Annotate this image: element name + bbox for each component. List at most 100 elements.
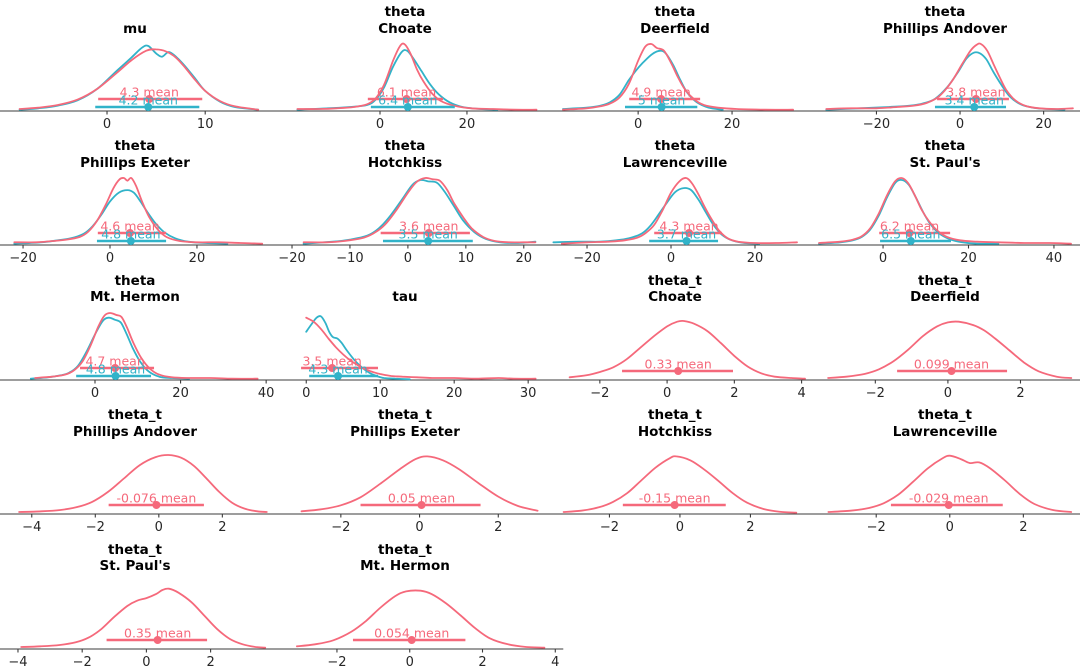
subplot-title-line: theta (114, 272, 156, 289)
pink-mean-label: -0.076 mean (117, 491, 197, 506)
density-plot-canvas: −2 0 2 0.05 mean (270, 455, 540, 535)
density-subplot: theta_t Choate −2 0 2 4 0.33 mean (540, 269, 810, 403)
pink-density-curve (818, 177, 1072, 245)
x-axis-tick-label: 0 (663, 386, 671, 401)
cyan-hpd-group: 4.3 mean (308, 361, 378, 380)
cyan-mean-point (682, 237, 691, 246)
subplot-title-line: Phillips Exeter (350, 423, 460, 440)
x-axis-tick-label: 2 (218, 520, 226, 535)
x-axis-tick-label: 10 (458, 251, 475, 266)
subplot-title-line: theta (384, 4, 426, 20)
pink-mean-point (153, 635, 162, 644)
pink-density-curve (13, 177, 264, 245)
pink-mean-label: 0.33 mean (645, 356, 712, 371)
x-axis-tick-label: 0 (91, 386, 99, 401)
density-plot-canvas: −4 −2 0 2 -0.076 mean (0, 454, 270, 535)
pink-hpd-group: -0.15 mean (622, 491, 726, 510)
subplot-title: theta_t Choate (540, 269, 810, 306)
cyan-mean-label: 6.5 mean (881, 227, 940, 242)
cyan-hpd-group: 5 mean (624, 93, 698, 111)
subplot-title-line: Mt. Hermon (90, 289, 180, 306)
subplot-title-line: theta (654, 4, 696, 20)
x-axis-tick-label: 30 (520, 386, 537, 401)
subplot-title-line: theta (384, 138, 426, 155)
pink-hpd-group: 6.1 mean (367, 85, 444, 103)
pink-mean-label: 3.6 mean (399, 219, 458, 234)
pink-mean-point (657, 95, 666, 103)
pink-mean-point (685, 229, 694, 238)
subplot-title-line: Deerfield (910, 289, 980, 306)
density-subplot: theta Hotchkiss −20 −10 0 10 20 3.6 mean 3.5 mea… (270, 134, 540, 268)
x-axis-tick-label: 2 (730, 386, 738, 401)
x-axis-tick-label: −2 (600, 520, 619, 535)
cyan-mean-label: 5 mean (638, 93, 685, 108)
pink-density-curve (825, 42, 1074, 110)
pink-density-curve (562, 455, 798, 514)
x-axis-tick-label: −2 (331, 520, 350, 535)
x-axis-tick-label: 0 (103, 117, 111, 132)
pink-hpd-group: 4.3 mean (98, 85, 203, 103)
pink-mean-point (971, 95, 980, 103)
pink-density-curve (296, 589, 546, 649)
cyan-density-curve (305, 314, 411, 380)
x-axis-tick-label: 0 (142, 655, 150, 670)
subplot-title: theta Phillips Exeter (0, 134, 270, 171)
subplot-title: theta Mt. Hermon (0, 269, 270, 306)
subplot-title-line: tau (392, 289, 418, 306)
pink-hpd-group: 6.2 mean (879, 219, 951, 238)
subplot-title: theta_t Lawrenceville (810, 403, 1080, 440)
cyan-mean-point (111, 371, 120, 380)
pink-density-curve (827, 454, 1073, 514)
x-axis-tick-label: −2 (86, 520, 105, 535)
x-axis-tick-label: −20 (278, 251, 305, 266)
x-axis-tick-label: 2 (206, 655, 214, 670)
x-axis-tick-label: −2 (73, 655, 92, 670)
x-axis-tick-label: 4 (797, 386, 805, 401)
x-axis-tick-label: −4 (22, 520, 41, 535)
cyan-hpd-group: 4.8 mean (96, 227, 167, 246)
density-subplot: theta_t Mt. Hermon −2 0 2 4 0.054 mean (270, 538, 564, 672)
x-axis-tick-label: 20 (459, 117, 476, 132)
subplot-title-line: theta_t (108, 541, 162, 558)
pink-mean-label: 0.05 mean (388, 491, 455, 506)
pink-density-curve (20, 587, 267, 649)
subplot-title-line: theta_t (918, 272, 972, 289)
cyan-mean-label: 3.4 mean (945, 93, 1004, 108)
x-axis-tick-label: 0 (404, 251, 412, 266)
density-subplot: theta_t Deerfield −2 0 2 0.099 mean (810, 269, 1080, 403)
pink-mean-point (424, 229, 433, 238)
pink-hpd-group: 3.8 mean (937, 85, 1009, 103)
cyan-hpd-group: 6.4 mean (370, 93, 455, 111)
subplot-title-line: Phillips Andover (882, 20, 1008, 37)
pink-density-curve (305, 316, 537, 380)
density-subplot: theta St. Paul's 0 20 40 6.2 mean 6.5 mean (810, 134, 1080, 268)
x-axis-tick-label: 10 (372, 386, 389, 401)
x-axis-tick-label: 2 (746, 520, 754, 535)
pink-hpd-group: -0.029 mean (890, 491, 1003, 510)
subplot-title: theta_t Mt. Hermon (270, 538, 540, 575)
pink-mean-label: 3.8 mean (946, 85, 1005, 100)
subplot-title-line: St. Paul's (909, 154, 981, 171)
x-axis-tick-label: 0 (406, 655, 414, 670)
x-axis-tick-label: 20 (1035, 117, 1052, 132)
x-axis-tick-label: 0 (302, 386, 310, 401)
subplot-title: theta_t Deerfield (810, 269, 1080, 306)
cyan-hpd-group: 3.7 mean (649, 227, 719, 246)
subplot-title-line: theta (924, 4, 966, 20)
x-axis-tick-label: −20 (573, 251, 600, 266)
x-axis-tick-label: 4 (551, 655, 559, 670)
pink-mean-label: 4.6 mean (100, 219, 159, 234)
x-axis-tick-label: 2 (1016, 386, 1024, 401)
cyan-hpd-group: 6.5 mean (880, 227, 951, 246)
pink-hpd-group: 0.099 mean (897, 356, 1008, 375)
density-subplot: theta Lawrenceville −20 0 20 4.3 mean 3.7 mean (540, 134, 810, 268)
cyan-mean-label: 6.4 mean (378, 93, 437, 108)
subplot-title-line: Choate (378, 20, 432, 37)
pink-mean-point (152, 501, 161, 510)
pink-mean-label: 3.5 mean (302, 353, 361, 368)
pink-hpd-group: 3.6 mean (380, 219, 470, 238)
cyan-mean-label: 3.7 mean (657, 227, 716, 242)
density-subplot: theta Deerfield 0 20 4.9 mean 5 mean (540, 0, 810, 134)
